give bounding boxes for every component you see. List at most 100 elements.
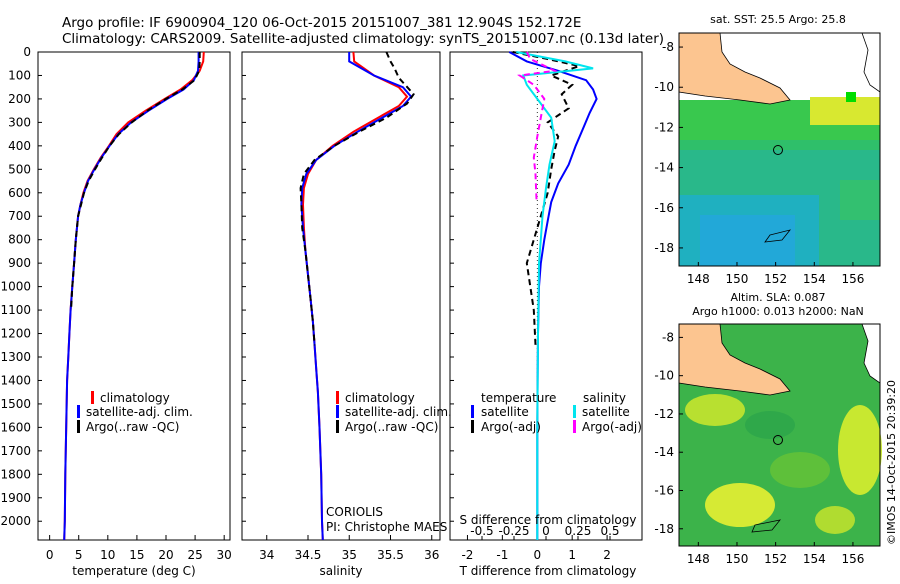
map-x-tick-label: 156 — [841, 272, 864, 286]
legend-swatch-sal-argo — [573, 420, 576, 433]
legend-header-temperature: temperature — [481, 391, 556, 405]
depth-tick-label: 800 — [8, 233, 31, 247]
temperature-plot: 0 5 10 15 20 25 30 — [38, 51, 232, 562]
map-y-tick-label: -16 — [654, 201, 674, 215]
series-climatology — [63, 51, 205, 541]
legend-swatch-sal-satellite — [573, 405, 576, 418]
sla-high-patch — [815, 506, 855, 534]
sla-map-subtitle: Argo h1000: 0.013 h2000: NaN — [692, 305, 864, 318]
pi-label: PI: Christophe MAES — [326, 520, 447, 534]
salinity-legend: climatology satellite-adj. clim. Argo(..… — [336, 391, 452, 434]
depth-tick-label: 300 — [8, 115, 31, 129]
depth-tick-label: 1600 — [0, 420, 31, 434]
sst-map-frame — [678, 32, 881, 267]
depth-axis: 0 100 200 300 400 500 600 700 800 900 1000 1100 1200… — [0, 45, 31, 528]
sla-map-axes: -8 -10 -12 -14 -16 -18 148 150 152 154 156 — [654, 330, 864, 566]
map-y-tick-label: -8 — [662, 40, 674, 54]
sst-map-axes: -8 -10 -12 -14 -16 -18 148 150 152 154 156 — [654, 40, 864, 286]
argo-position-marker — [773, 145, 783, 155]
depth-tick-label: 1200 — [0, 327, 31, 341]
map-y-tick-label: -8 — [662, 330, 674, 344]
title-line-2: Climatology: CARS2009. Satellite-adjuste… — [62, 31, 664, 47]
legend-swatch-climatology — [336, 391, 339, 404]
sst-map-title: sat. SST: 25.5 Argo: 25.8 — [710, 13, 846, 26]
legend-label: Argo(..raw -QC) — [86, 420, 179, 434]
temperature-legend: climatology satellite-adj. clim. Argo(..… — [77, 391, 193, 434]
sst-patch — [840, 180, 880, 220]
map-y-tick-label: -10 — [654, 369, 674, 383]
map-x-tick-label: 154 — [803, 272, 826, 286]
sla-patch — [770, 452, 830, 488]
depth-tick-label: 700 — [8, 209, 31, 223]
map-y-tick-label: -14 — [654, 161, 674, 175]
legend-swatch-climatology — [91, 391, 94, 404]
legend-swatch-satellite — [77, 405, 80, 418]
sla-high-patch — [705, 483, 775, 527]
legend-swatch-argo — [336, 420, 339, 433]
map-x-tick-label: 150 — [726, 272, 749, 286]
legend-label: Argo(-adj) — [481, 420, 541, 434]
map-y-tick-label: -16 — [654, 484, 674, 498]
x-tick-label: 35.5 — [377, 548, 404, 562]
x-tick-label: -1 — [496, 548, 508, 562]
depth-tick-label: 1500 — [0, 397, 31, 411]
salinity-plot: 34 34.5 35 35.5 36 — [242, 51, 439, 562]
legend-label: satellite — [481, 405, 529, 419]
x-tick-label: -2 — [461, 548, 473, 562]
legend-label: Argo(..raw -QC) — [345, 420, 438, 434]
x-tick-label: 35 — [342, 548, 357, 562]
legend-swatch-temp-argo — [471, 420, 474, 433]
map-x-tick-label: 154 — [803, 552, 826, 566]
salinity-axes — [241, 51, 441, 541]
depth-tick-label: 1300 — [0, 350, 31, 364]
top-x-tick-label: 0.5 — [600, 524, 619, 538]
depth-tick-label: 0 — [23, 45, 31, 59]
top-x-tick-label: -0.25 — [498, 524, 529, 538]
sla-high-patch — [685, 394, 745, 426]
reef-outline — [764, 229, 792, 243]
sst-warm-patch — [810, 97, 880, 125]
map-x-tick-label: 148 — [687, 552, 710, 566]
series-salinity-satellite — [516, 51, 594, 540]
t-difference-label: T difference from climatology — [459, 564, 637, 578]
legend-label: satellite-adj. clim. — [86, 405, 193, 419]
sla-map-frame — [678, 323, 881, 547]
depth-tick-label: 200 — [8, 92, 31, 106]
x-tick-label: 20 — [158, 548, 173, 562]
legend-header-salinity: salinity — [583, 391, 626, 405]
legend-label: satellite-adj. clim. — [345, 405, 452, 419]
series-temperature-argo-adj- — [512, 51, 583, 346]
series-argo-raw-qc- — [70, 52, 201, 308]
x-tick-label: 2 — [603, 548, 611, 562]
x-tick-label: 34.5 — [295, 548, 322, 562]
depth-tick-label: 1900 — [0, 491, 31, 505]
legend-label: climatology — [345, 391, 415, 405]
map-x-tick-label: 156 — [841, 552, 864, 566]
s-difference-label: S difference from climatology — [460, 513, 637, 527]
map-x-tick-label: 150 — [726, 552, 749, 566]
depth-tick-label: 600 — [8, 186, 31, 200]
x-tick-label: 36 — [424, 548, 439, 562]
depth-tick-label: 1400 — [0, 373, 31, 387]
legend-swatch-temp-satellite — [471, 405, 474, 418]
legend-label: Argo(-adj) — [582, 420, 642, 434]
series-climatology — [301, 51, 409, 541]
x-tick-label: 15 — [129, 548, 144, 562]
depth-tick-label: 100 — [8, 68, 31, 82]
sla-high-patch — [838, 405, 882, 495]
depth-tick-label: 500 — [8, 162, 31, 176]
depth-tick-label: 900 — [8, 256, 31, 270]
series-satellite-adj-clim- — [63, 52, 200, 541]
map-y-tick-label: -12 — [654, 120, 674, 134]
depth-tick-label: 1000 — [0, 280, 31, 294]
sla-low-patch — [745, 411, 795, 439]
legend-label: climatology — [100, 391, 170, 405]
x-tick-label: 10 — [100, 548, 115, 562]
top-x-tick-label: -0.5 — [470, 524, 493, 538]
data-center-label: CORIOLIS — [326, 505, 383, 519]
depth-tick-label: 1100 — [0, 303, 31, 317]
imos-stamp: ©IMOS 14-Oct-2015 20:39:20 — [885, 380, 898, 545]
x-tick-label: 0 — [46, 548, 54, 562]
map-y-tick-label: -14 — [654, 445, 674, 459]
